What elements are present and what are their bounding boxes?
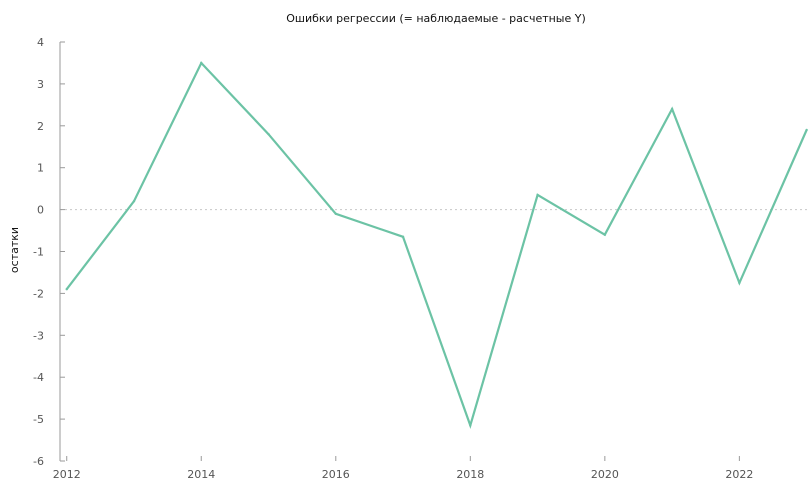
y-tick-label: -2: [33, 287, 44, 300]
x-tick-label: 2012: [53, 468, 81, 481]
x-tick-label: 2022: [725, 468, 753, 481]
data-point-2015: [267, 132, 270, 136]
y-tick-label: 0: [37, 204, 44, 217]
y-tick-label: 3: [37, 78, 44, 91]
y-tick-label: 2: [37, 120, 44, 133]
data-point-2013: [132, 200, 136, 203]
data-point-2018: [469, 424, 472, 427]
y-tick-label: -1: [33, 246, 44, 259]
data-point-2016: [334, 212, 337, 215]
x-tick-label: 2020: [591, 468, 619, 481]
y-tick-label: -4: [33, 371, 44, 384]
y-axis-ticks: 4 3 2 1 0 -1 -2 -3 -4 -5 -6: [33, 36, 65, 468]
data-point-2022: [738, 281, 741, 285]
data-point-2021: [670, 107, 674, 111]
y-tick-label: -6: [33, 455, 44, 468]
data-point-2012: [65, 288, 68, 291]
x-axis-ticks: 2012 2014 2016 2018 2020 2022: [53, 456, 753, 481]
x-tick-label: 2018: [456, 468, 484, 481]
y-tick-label: 4: [37, 36, 44, 49]
data-point-2023: [805, 128, 808, 132]
residuals-series-line: [65, 61, 808, 429]
data-point-2014: [200, 61, 203, 65]
data-point-2020: [603, 233, 607, 236]
data-point-2017: [401, 235, 405, 239]
y-tick-label: -5: [33, 413, 44, 426]
y-tick-label: -3: [33, 329, 44, 342]
residuals-series-points: [65, 61, 808, 427]
x-tick-label: 2014: [187, 468, 215, 481]
y-axis-label: остатки: [8, 227, 21, 273]
chart-title: Ошибки регрессии (= наблюдаемые - расчет…: [286, 12, 586, 25]
y-tick-label: 1: [37, 162, 44, 175]
x-tick-label: 2016: [322, 468, 350, 481]
data-point-2019: [536, 193, 539, 197]
